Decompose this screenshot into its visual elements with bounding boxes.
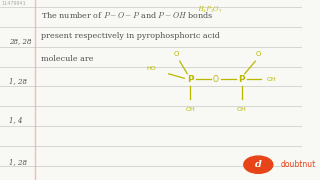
Text: 1, 28: 1, 28 [9, 77, 27, 85]
Circle shape [244, 156, 273, 173]
Text: P: P [187, 75, 194, 84]
Text: present respectively in pyrophosphoric acid: present respectively in pyrophosphoric a… [41, 32, 220, 40]
Text: OH: OH [237, 107, 247, 112]
Text: O: O [213, 75, 219, 84]
Text: doubtnut: doubtnut [281, 160, 316, 169]
Text: OH: OH [267, 77, 277, 82]
Text: $H_4P_2O_7$: $H_4P_2O_7$ [197, 4, 223, 15]
Text: molecule are: molecule are [41, 55, 93, 63]
Text: 11479941: 11479941 [2, 1, 26, 6]
Text: The number of $P-O-P$ and $P-OH$ bonds: The number of $P-O-P$ and $P-OH$ bonds [41, 10, 213, 20]
Text: d: d [255, 160, 262, 169]
Text: 1, 28: 1, 28 [9, 158, 27, 166]
Text: 28, 28: 28, 28 [9, 37, 32, 45]
Text: O: O [256, 51, 261, 57]
Text: OH: OH [186, 107, 195, 112]
Text: O: O [174, 51, 180, 57]
Text: P: P [238, 75, 245, 84]
Text: 1, 4: 1, 4 [9, 117, 23, 125]
Text: HO: HO [146, 66, 156, 71]
